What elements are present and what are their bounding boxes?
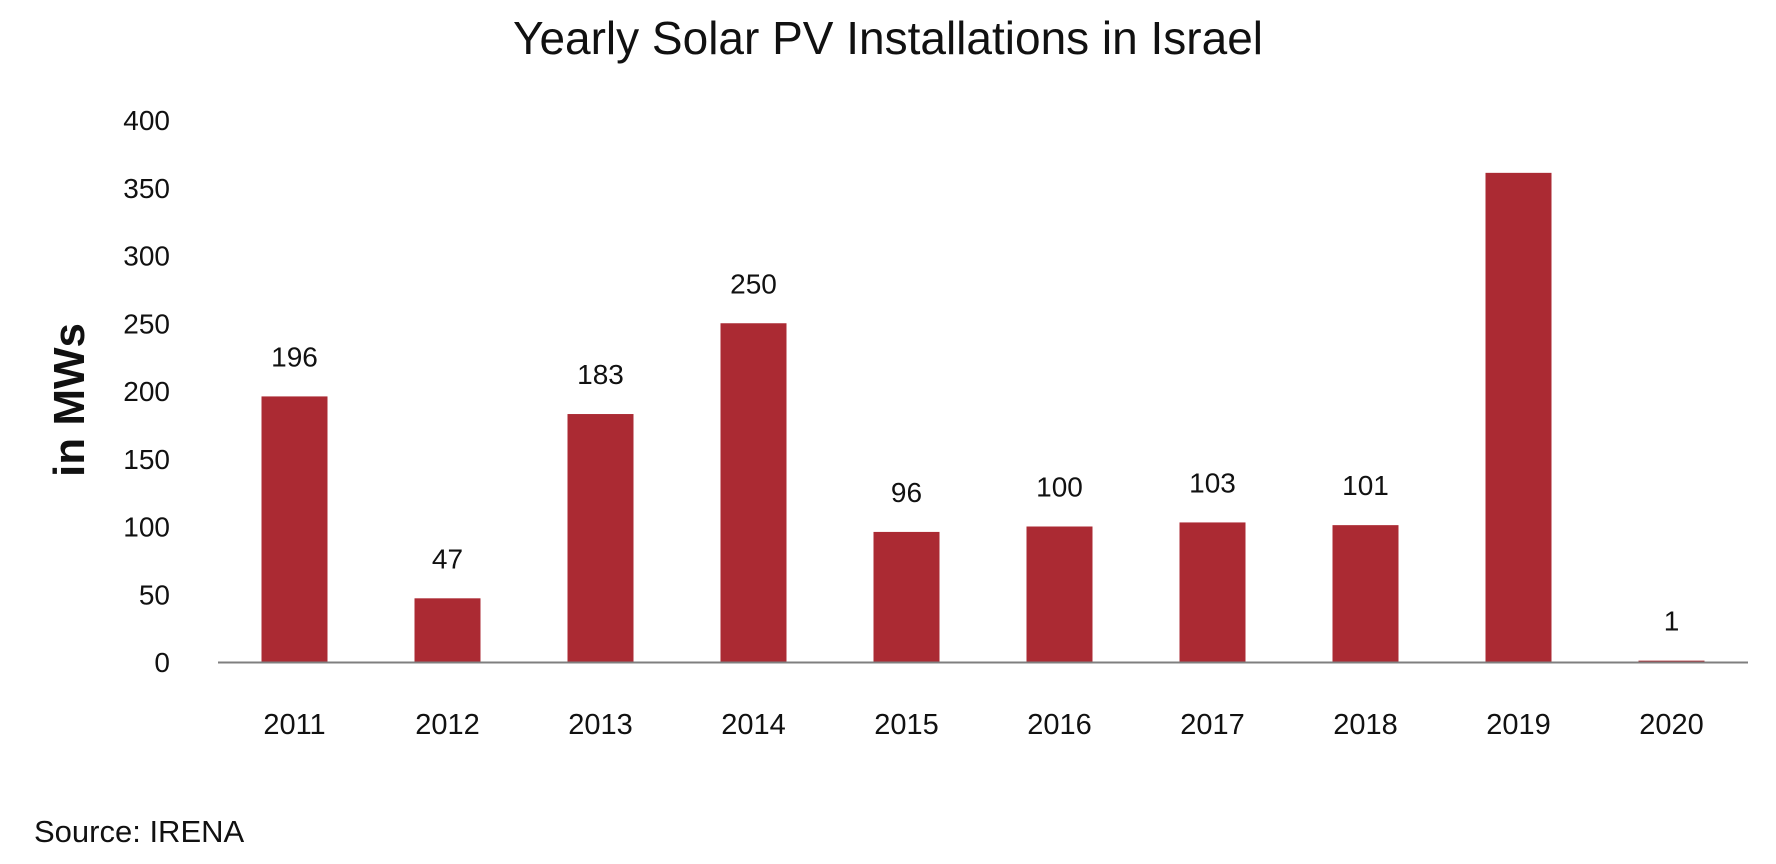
x-tick-label: 2019 xyxy=(1486,709,1551,741)
bar-2013 xyxy=(567,414,634,662)
bar-2017 xyxy=(1179,522,1246,662)
x-tick-label: 2013 xyxy=(568,709,633,741)
bar-2019 xyxy=(1485,172,1552,662)
data-label-2020: 1 xyxy=(1664,606,1680,637)
x-axis-ticks: 2011 2012 2013 2014 2015 2016 2017 2018 2019 2020 xyxy=(263,709,1703,741)
data-label-2015: 96 xyxy=(891,477,922,508)
data-label-2017: 103 xyxy=(1189,467,1236,498)
y-tick-label: 250 xyxy=(123,308,170,339)
data-label-2012: 47 xyxy=(432,543,463,574)
data-label-2014: 250 xyxy=(730,268,777,299)
bar-2018 xyxy=(1332,525,1399,662)
data-label-2016: 100 xyxy=(1036,472,1083,503)
bars xyxy=(261,172,1705,662)
bar-2012 xyxy=(414,598,481,662)
y-tick-label: 200 xyxy=(123,376,170,407)
data-label-2011: 196 xyxy=(271,341,318,372)
chart-title: Yearly Solar PV Installations in Israel xyxy=(513,12,1263,64)
bar-2016 xyxy=(1026,526,1093,662)
y-axis-ticks: 0 50 100 150 200 250 300 350 400 xyxy=(123,105,170,678)
x-tick-label: 2012 xyxy=(415,709,480,741)
bar-2015 xyxy=(873,531,940,662)
y-tick-label: 100 xyxy=(123,512,170,543)
y-tick-label: 150 xyxy=(123,444,170,475)
source-note: Source: IRENA xyxy=(34,814,245,849)
x-tick-label: 2016 xyxy=(1027,709,1092,741)
x-tick-label: 2015 xyxy=(874,709,939,741)
bar-2011 xyxy=(261,396,328,662)
data-label-2013: 183 xyxy=(577,359,624,390)
x-tick-label: 2020 xyxy=(1639,709,1704,741)
data-labels: 196 47 183 250 96 100 103 101 1 xyxy=(271,268,1679,636)
y-tick-label: 50 xyxy=(139,579,170,610)
bar-2020 xyxy=(1638,660,1705,662)
y-tick-label: 300 xyxy=(123,241,170,272)
x-tick-label: 2014 xyxy=(721,709,786,741)
x-tick-label: 2017 xyxy=(1180,709,1245,741)
data-label-2018: 101 xyxy=(1342,470,1389,501)
y-tick-label: 400 xyxy=(123,105,170,136)
y-tick-label: 0 xyxy=(154,647,170,678)
bar-2014 xyxy=(720,323,787,662)
x-tick-label: 2011 xyxy=(263,709,325,741)
y-tick-label: 350 xyxy=(123,173,170,204)
y-axis-label: in MWs xyxy=(45,323,94,477)
x-tick-label: 2018 xyxy=(1333,709,1398,741)
